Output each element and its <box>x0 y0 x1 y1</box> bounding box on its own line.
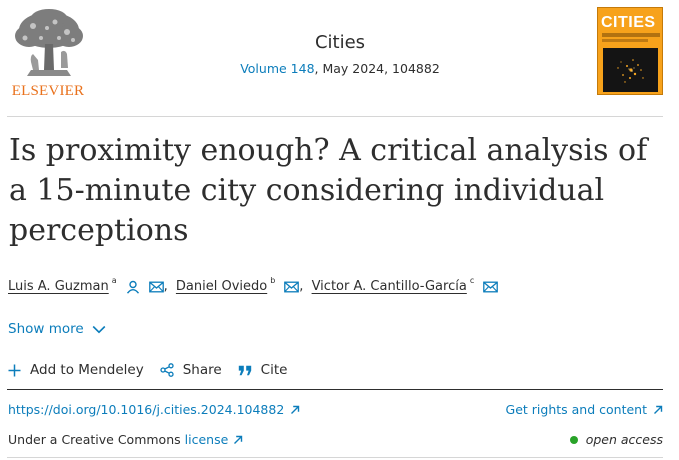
mail-icon[interactable] <box>148 281 164 293</box>
cover-title: CITIES <box>601 14 656 31</box>
show-more-button[interactable]: Show more <box>8 321 106 337</box>
author-guzman: Luis A. Guzman a <box>8 276 164 294</box>
license-link[interactable]: license <box>185 432 244 447</box>
journal-info: Cities Volume 148, May 2024, 104882 <box>130 32 550 76</box>
journal-cover-image[interactable]: CITIES <box>597 7 663 95</box>
plus-icon <box>8 364 21 376</box>
license-link-text: license <box>184 432 229 447</box>
share-button[interactable]: Share <box>160 362 222 378</box>
author-separator: , <box>163 279 168 294</box>
show-more-label: Show more <box>8 321 84 337</box>
open-access-label: open access <box>585 432 663 447</box>
add-to-mendeley-button[interactable]: Add to Mendeley <box>8 362 144 378</box>
elsevier-wordmark: ELSEVIER <box>11 83 85 99</box>
license-prefix: Under a Creative Commons <box>8 432 181 447</box>
article-title: Is proximity enough? A critical analysis… <box>9 133 648 248</box>
author-name-link[interactable]: Victor A. Cantillo-García <box>311 279 467 294</box>
journal-title-link[interactable]: Cities <box>314 32 366 53</box>
mail-icon[interactable] <box>483 281 499 293</box>
share-label: Share <box>182 362 222 378</box>
cite-label: Cite <box>260 362 288 378</box>
header-divider <box>7 116 663 117</box>
author-affiliation-mark: b <box>270 276 276 285</box>
chevron-down-icon <box>92 325 106 333</box>
rights-text: Get rights and content <box>505 402 647 417</box>
elsevier-logo[interactable]: ELSEVIER <box>7 8 89 100</box>
mail-icon[interactable] <box>284 281 300 293</box>
author-affiliation-mark: a <box>111 276 117 285</box>
author-name-link[interactable]: Daniel Oviedo <box>175 279 268 294</box>
person-icon[interactable] <box>126 280 140 294</box>
article-toolbar: Add to Mendeley Share Cite <box>8 362 303 378</box>
author-affiliation-mark: c <box>469 276 475 285</box>
author-name-link[interactable]: Luis A. Guzman <box>8 279 109 294</box>
doi-link[interactable]: https://doi.org/10.1016/j.cities.2024.10… <box>8 402 300 417</box>
footer-divider <box>7 457 663 458</box>
cover-subtitle-bar <box>602 39 648 42</box>
author-list: Luis A. Guzman a , Daniel Oviedo b , Vic… <box>8 276 673 294</box>
external-link-arrow-icon <box>291 405 300 414</box>
issue-details: , May 2024, 104882 <box>314 61 440 76</box>
quote-icon <box>238 365 251 375</box>
get-rights-link[interactable]: Get rights and content <box>506 402 663 417</box>
external-link-arrow-icon <box>234 435 243 444</box>
external-link-arrow-icon <box>654 405 663 414</box>
cover-subtitle-bar <box>602 33 660 37</box>
journal-issue-info: Volume 148, May 2024, 104882 <box>130 61 550 76</box>
open-access-dot-icon <box>569 435 578 444</box>
elsevier-tree-icon <box>11 8 87 80</box>
toolbar-divider <box>7 389 663 390</box>
author-oviedo: Daniel Oviedo b <box>175 276 300 294</box>
journal-header: ELSEVIER Cities Volume 148, May 2024, 10… <box>0 0 679 108</box>
cover-map-graphic <box>603 48 658 92</box>
add-to-mendeley-label: Add to Mendeley <box>30 362 144 378</box>
cite-button[interactable]: Cite <box>238 362 288 378</box>
volume-link[interactable]: Volume 148 <box>240 61 315 76</box>
author-separator: , <box>299 279 304 294</box>
open-access-indicator: open access <box>569 432 663 447</box>
doi-text: https://doi.org/10.1016/j.cities.2024.10… <box>8 402 285 417</box>
license-statement: Under a Creative Commons license <box>8 432 243 447</box>
share-icon <box>160 363 174 377</box>
author-cantillo: Victor A. Cantillo-García c <box>311 276 499 294</box>
